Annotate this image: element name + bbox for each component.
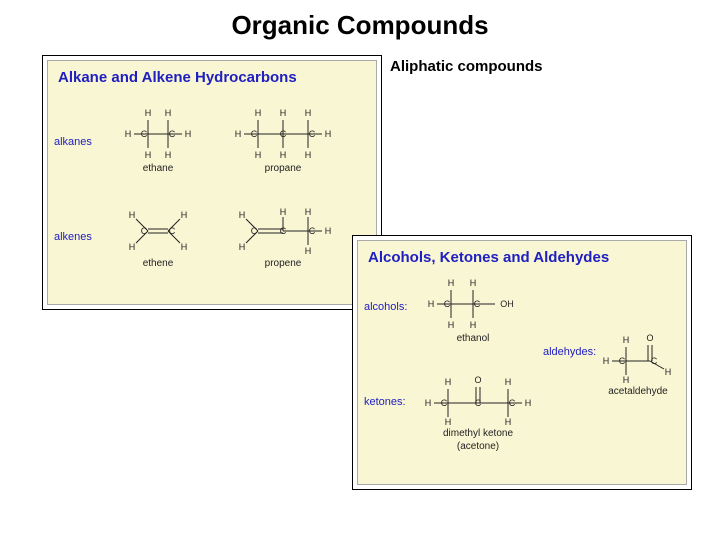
svg-text:H: H (145, 108, 152, 118)
acetone-name2: (acetone) (413, 441, 543, 452)
svg-text:C: C (280, 129, 287, 139)
svg-text:H: H (603, 356, 610, 366)
svg-text:H: H (470, 278, 477, 288)
svg-text:C: C (309, 129, 316, 139)
acetone-name1: dimethyl ketone (413, 428, 543, 439)
svg-text:C: C (280, 226, 287, 236)
propane-name: propane (223, 163, 343, 174)
svg-text:C: C (169, 226, 176, 236)
svg-text:H: H (448, 320, 455, 330)
svg-text:H: H (305, 108, 312, 118)
page-title: Organic Compounds (0, 10, 720, 41)
svg-text:H: H (445, 417, 452, 426)
propene-name: propene (223, 258, 343, 269)
svg-text:H: H (665, 367, 672, 377)
aldehydes-label: aldehydes: (543, 346, 596, 358)
alkenes-label: alkenes (54, 231, 92, 243)
svg-text:H: H (165, 108, 172, 118)
svg-text:H: H (448, 278, 455, 288)
svg-text:H: H (305, 207, 312, 217)
svg-text:H: H (623, 375, 630, 384)
alcohols-label: alcohols: (364, 301, 407, 313)
acetaldehyde-structure: O H H H H C C acetaldehyde (593, 329, 683, 397)
svg-text:OH: OH (500, 299, 514, 309)
svg-text:C: C (141, 129, 148, 139)
panel1-title: Alkane and Alkene Hydrocarbons (48, 61, 376, 94)
svg-text:H: H (280, 108, 287, 118)
svg-text:H: H (325, 129, 332, 139)
svg-text:H: H (239, 210, 246, 220)
svg-text:C: C (441, 398, 448, 408)
svg-text:H: H (165, 150, 172, 160)
svg-text:H: H (280, 150, 287, 160)
subtitle: Aliphatic compounds (390, 58, 543, 75)
svg-text:C: C (251, 226, 258, 236)
svg-text:H: H (470, 320, 477, 330)
svg-text:C: C (251, 129, 258, 139)
svg-text:H: H (525, 398, 532, 408)
alcohols-panel: Alcohols, Ketones and Aldehydes alcohols… (352, 235, 692, 490)
svg-text:H: H (255, 108, 262, 118)
svg-text:C: C (509, 398, 516, 408)
svg-text:H: H (305, 246, 312, 256)
acetaldehyde-name: acetaldehyde (593, 386, 683, 397)
ethanol-name: ethanol (418, 333, 528, 344)
svg-text:H: H (305, 150, 312, 160)
hydrocarbons-panel: Alkane and Alkene Hydrocarbons alkanes a… (42, 55, 382, 310)
svg-text:C: C (475, 398, 482, 408)
propane-structure: H H H H H H H H C C C propane (223, 106, 343, 174)
svg-text:H: H (181, 210, 188, 220)
ethanol-structure: H H H H H C C OH ethanol (418, 276, 528, 344)
svg-text:O: O (646, 333, 653, 343)
alkanes-label: alkanes (54, 136, 92, 148)
propene-structure: H H H H H H C C C propene (223, 206, 343, 269)
ethene-name: ethene (113, 258, 203, 269)
svg-text:H: H (623, 335, 630, 345)
svg-text:H: H (129, 242, 136, 252)
svg-text:C: C (444, 299, 451, 309)
svg-text:C: C (309, 226, 316, 236)
svg-text:H: H (145, 150, 152, 160)
svg-text:H: H (129, 210, 136, 220)
svg-text:C: C (169, 129, 176, 139)
svg-text:C: C (474, 299, 481, 309)
svg-text:H: H (325, 226, 332, 236)
svg-text:H: H (505, 377, 512, 387)
svg-text:H: H (425, 398, 432, 408)
svg-text:H: H (185, 129, 192, 139)
acetone-structure: O H H H H H H C C C dimethyl ketone (acetone) (413, 371, 543, 452)
svg-text:H: H (445, 377, 452, 387)
svg-text:H: H (255, 150, 262, 160)
ethene-structure: H H H H C C ethene (113, 206, 203, 269)
svg-text:H: H (181, 242, 188, 252)
svg-text:H: H (239, 242, 246, 252)
svg-text:C: C (651, 356, 658, 366)
ketones-label: ketones: (364, 396, 406, 408)
svg-text:H: H (125, 129, 132, 139)
svg-text:H: H (235, 129, 242, 139)
ethane-name: ethane (113, 163, 203, 174)
svg-text:O: O (474, 375, 481, 385)
svg-text:H: H (280, 207, 287, 217)
svg-text:H: H (428, 299, 435, 309)
panel2-title: Alcohols, Ketones and Aldehydes (358, 241, 686, 274)
svg-text:C: C (619, 356, 626, 366)
ethane-structure: H H H H H H C C ethane (113, 106, 203, 174)
svg-text:H: H (505, 417, 512, 426)
svg-text:C: C (141, 226, 148, 236)
